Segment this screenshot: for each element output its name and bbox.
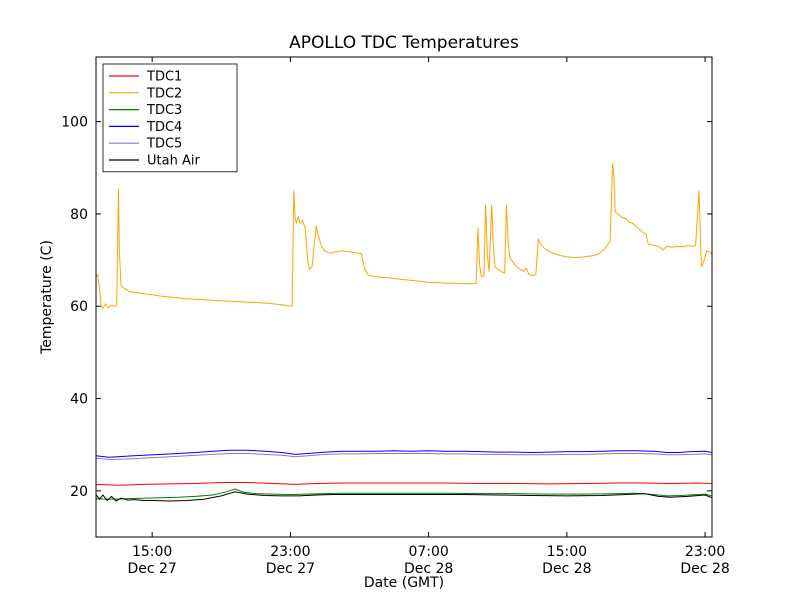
- y-tick-label: 80: [70, 207, 88, 223]
- series-lines: [96, 163, 712, 502]
- x-axis-label: Date (GMT): [364, 575, 444, 591]
- legend-label-tdc3: TDC3: [146, 103, 182, 118]
- series-line-tdc5: [96, 453, 712, 461]
- series-line-tdc1: [96, 482, 712, 486]
- x-tick-label-date: Dec 28: [404, 561, 453, 577]
- legend-label-tdc1: TDC1: [146, 70, 182, 85]
- y-axis-label: Temperature (C): [39, 240, 55, 355]
- y-tick-label: 60: [70, 299, 88, 315]
- legend-box: [102, 63, 238, 173]
- y-tick-label: 20: [70, 484, 88, 500]
- legend-label-utah-air: Utah Air: [147, 154, 200, 169]
- series-line-utah-air: [96, 491, 712, 502]
- legend-label-tdc2: TDC2: [146, 86, 182, 101]
- y-tick-label: 100: [61, 115, 88, 131]
- series-line-tdc4: [96, 449, 712, 458]
- chart-title: APOLLO TDC Temperatures: [289, 33, 519, 53]
- x-tick-label-time: 15:00: [132, 544, 172, 560]
- x-tick-label-date: Dec 28: [680, 561, 729, 577]
- legend-label-tdc4: TDC4: [146, 120, 182, 135]
- x-tick-label-time: 07:00: [408, 544, 448, 560]
- x-tick-label-date: Dec 27: [127, 561, 176, 577]
- legend-label-tdc5: TDC5: [146, 137, 182, 152]
- x-tick-label-time: 23:00: [685, 544, 725, 560]
- axes-frame: [95, 56, 713, 538]
- x-tick-label-date: Dec 27: [266, 561, 315, 577]
- y-tick-label: 40: [70, 392, 88, 408]
- x-tick-label-time: 15:00: [547, 544, 587, 560]
- series-line-tdc2: [96, 163, 712, 310]
- x-tick-label-time: 23:00: [270, 544, 310, 560]
- x-tick-label-date: Dec 28: [542, 561, 591, 577]
